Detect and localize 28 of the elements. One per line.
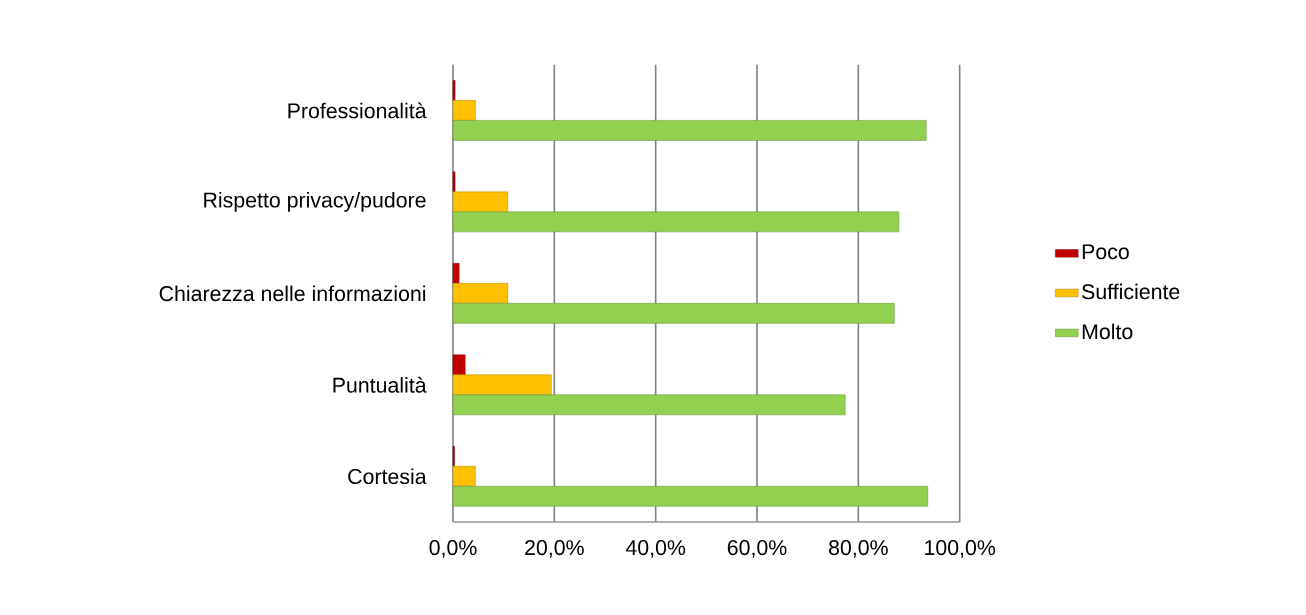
y-tick-label: Puntualità xyxy=(333,376,427,393)
legend-label: Sufficiente xyxy=(1082,283,1180,300)
x-tick-label: 0,0% xyxy=(429,540,477,558)
bar xyxy=(452,100,476,121)
bar xyxy=(452,465,476,487)
bar xyxy=(452,394,846,416)
x-tick-label: 40,0% xyxy=(625,540,686,558)
bar xyxy=(452,354,466,376)
bar xyxy=(452,211,900,233)
legend-label: Molto xyxy=(1082,323,1133,340)
y-tick-label: Cortesia xyxy=(348,468,427,485)
x-tick-label: 100,0% xyxy=(925,540,996,558)
x-tick-label: 60,0% xyxy=(727,540,787,558)
y-tick-label: Chiarezza nelle informazioni xyxy=(159,285,426,302)
bar xyxy=(452,80,456,101)
bar xyxy=(452,120,927,141)
x-tick-label: 80,0% xyxy=(829,540,888,558)
bar xyxy=(452,283,508,304)
y-tick-label: Rispetto privacy/pudore xyxy=(204,191,426,212)
x-tick-label: 20,0% xyxy=(525,540,584,558)
bar xyxy=(452,303,895,324)
bar xyxy=(452,486,929,507)
y-tick-label: Professionalità xyxy=(288,102,427,119)
legend-label: Poco xyxy=(1082,244,1129,260)
bar xyxy=(452,263,460,284)
bar xyxy=(452,191,508,213)
bar xyxy=(452,374,552,396)
bar xyxy=(452,171,456,193)
